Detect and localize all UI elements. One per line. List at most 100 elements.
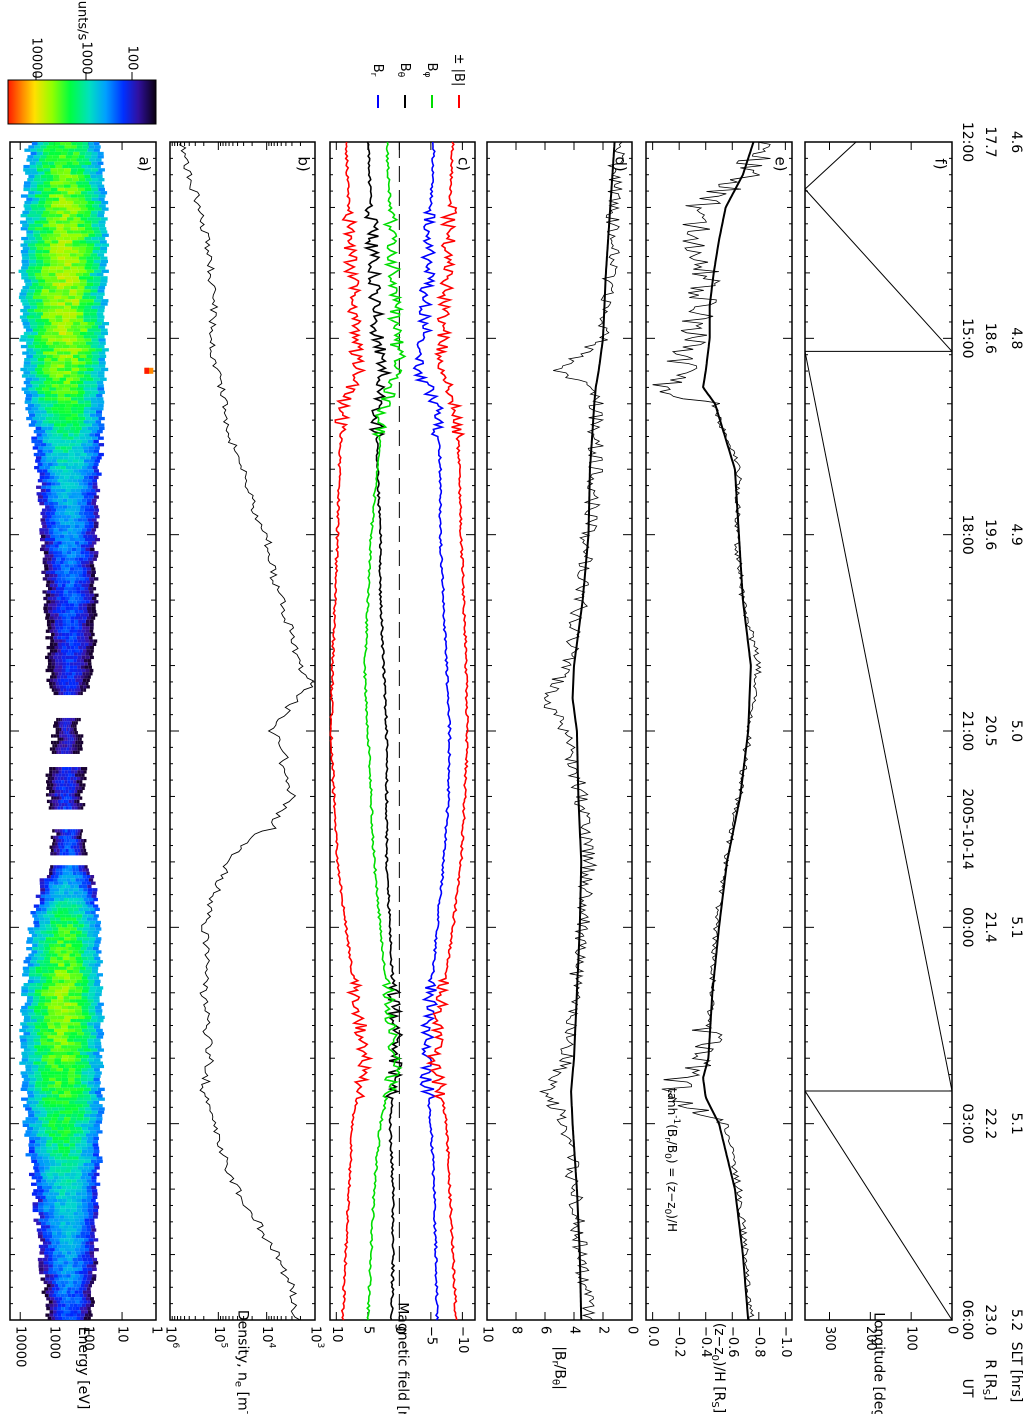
spectrogram-cell (76, 1205, 83, 1209)
spectrogram-cell (97, 400, 105, 404)
spectrogram-cell (51, 443, 58, 447)
spectrogram-cell (70, 397, 78, 401)
spectrogram-cell (45, 999, 52, 1003)
spectrogram-cell (82, 1267, 88, 1271)
spectrogram-cell (66, 878, 71, 882)
spectrogram-cell (70, 1002, 78, 1006)
spectrogram-cell (69, 632, 73, 637)
spectrogram-cell (57, 1117, 65, 1121)
spectrogram-cell (74, 148, 81, 152)
spectrogram-cell (65, 413, 72, 417)
spectrogram-cell (57, 1306, 62, 1311)
spectrogram-cell (99, 354, 107, 359)
spectrogram-cell (46, 524, 52, 529)
spectrogram-cell (69, 662, 74, 666)
spectrogram-cell (22, 1054, 29, 1059)
spectrogram-cell (61, 737, 64, 741)
spectrogram-cell (69, 734, 73, 738)
spectrogram-cell (38, 397, 45, 401)
spectrogram-cell (72, 528, 78, 532)
spectrogram-cell (30, 371, 37, 375)
spectrogram-cell (76, 871, 80, 876)
spectrogram-cell (93, 1068, 100, 1072)
spectrogram-cell (46, 492, 52, 496)
spectrogram-cell (47, 1009, 55, 1013)
spectrogram-cell (58, 845, 62, 849)
spectrogram-cell (93, 302, 101, 306)
spectrogram-cell (60, 969, 67, 974)
spectrogram-cell (81, 426, 88, 431)
spectrogram-cell (89, 672, 93, 676)
spectrogram-cell (88, 1215, 93, 1219)
spectrogram-cell (68, 560, 73, 565)
spectrogram-cell (64, 361, 72, 365)
spectrogram-cell (34, 1051, 41, 1056)
spectrogram-cell (77, 629, 82, 633)
spectrogram-cell (64, 740, 68, 745)
spectrogram-cell (21, 1097, 29, 1101)
spectrogram-cell (41, 1228, 47, 1232)
spectrogram-cell (78, 475, 84, 480)
spectrogram-cell (65, 1254, 70, 1258)
spectrogram-cell (53, 505, 59, 509)
spectrogram-cell (56, 223, 64, 228)
spectrogram-cell (54, 793, 58, 797)
spectrogram-cell (49, 636, 54, 640)
spectrogram-cell (69, 596, 75, 601)
spectrogram-cell (75, 488, 81, 493)
spectrogram-cell (78, 416, 86, 421)
spectrogram-cell (44, 322, 52, 326)
spectrogram-cell (77, 744, 80, 748)
spectrogram-cell (44, 956, 51, 961)
spectrogram-cell (53, 1267, 59, 1271)
spectrogram-cell (70, 770, 75, 774)
spectrogram-cell (84, 642, 89, 646)
spectrogram-cell (48, 308, 56, 313)
spectrogram-cell (74, 842, 77, 846)
spectrogram-cell (87, 1149, 94, 1154)
spectrogram-cell (76, 272, 83, 277)
spectrogram-cell (55, 482, 61, 486)
spectrogram-cell (50, 947, 57, 951)
spectrogram-cell (75, 1189, 82, 1193)
spectrogram-cell (29, 1136, 35, 1141)
spectrogram-cell (39, 963, 46, 967)
spectrogram-cell (73, 1051, 81, 1056)
spectrogram-cell (63, 184, 71, 188)
spectrogram-cell (87, 596, 93, 601)
spectrogram-cell (75, 426, 82, 431)
spectrogram-cell (62, 292, 70, 296)
spectrogram-cell (76, 1179, 82, 1183)
spectrogram-cell (40, 348, 47, 352)
spectrogram-cell (40, 888, 45, 892)
spectrogram-cell (40, 1143, 46, 1147)
spectrogram-cell (80, 1058, 88, 1062)
spectrogram-cell (68, 789, 72, 794)
spectrogram-cell (84, 194, 92, 198)
spectrogram-cell (85, 361, 93, 365)
spectrogram-cell (71, 367, 79, 372)
spectrogram-cell (77, 168, 85, 172)
spectrogram-cell (55, 590, 60, 594)
spectrogram-cell (47, 783, 51, 787)
spectrogram-cell (67, 547, 72, 552)
spectrogram-cell (86, 947, 93, 951)
spectrogram-cell (93, 943, 100, 948)
spectrogram-cell (68, 835, 72, 840)
spectrogram-cell (61, 485, 67, 489)
spectrogram-cell (91, 364, 99, 368)
spectrogram-cell (93, 462, 99, 467)
spectrogram-cell (47, 469, 53, 473)
spectrogram-cell (62, 253, 70, 257)
spectrogram-cell (58, 613, 64, 617)
spectrogram-cell (26, 269, 34, 273)
spectrogram-cell (77, 737, 80, 741)
spectrogram-cell (93, 475, 99, 480)
spectrogram-cell (55, 1241, 60, 1245)
spectrogram-cell (89, 1117, 97, 1121)
spectrogram-cell (65, 884, 71, 889)
spectrogram-cell (60, 1051, 67, 1056)
spectrogram-cell (30, 960, 37, 964)
spectrogram-cell (42, 1133, 49, 1137)
spectrogram-cell (98, 168, 105, 172)
